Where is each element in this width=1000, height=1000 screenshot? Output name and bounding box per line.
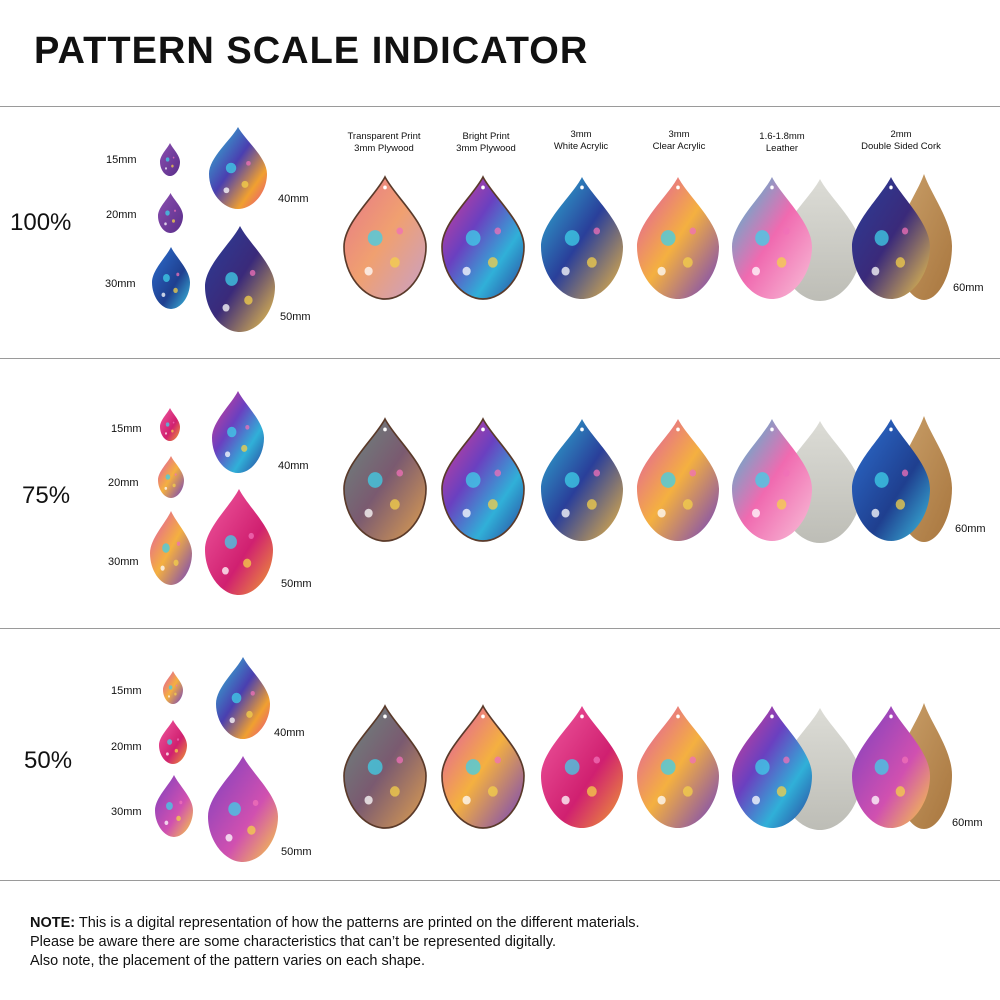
teardrop-material-2-0	[343, 704, 427, 829]
note-line-1: NOTE: This is a digital representation o…	[30, 914, 640, 933]
teardrop-sample-small-1-2	[150, 511, 192, 585]
teardrop-sample-large-1-1	[205, 489, 273, 595]
size-label-60mm: 60mm	[953, 282, 984, 294]
teardrop-material-1-5	[852, 419, 930, 541]
size-label-50mm: 50mm	[280, 311, 311, 323]
size-label-20mm: 20mm	[111, 741, 142, 753]
teardrop-sample-small-0-0	[160, 143, 180, 176]
size-label-60mm: 60mm	[955, 523, 986, 535]
teardrop-sample-large-0-1	[205, 226, 275, 332]
size-label-30mm: 30mm	[111, 806, 142, 818]
teardrop-sample-large-2-0	[216, 657, 270, 739]
material-label-leather: 1.6-1.8mm Leather	[759, 131, 805, 154]
scale-label: 50%	[24, 747, 73, 774]
scale-row-50: 50% 15mm 20mm 30mm 40mm 50mm 60mm	[0, 629, 1000, 879]
divider	[0, 106, 1000, 107]
scale-label: 100%	[10, 209, 72, 236]
teardrop-material-2-3	[637, 706, 719, 828]
note-line-2: Please be aware there are some character…	[30, 934, 557, 950]
size-label-40mm: 40mm	[278, 193, 309, 205]
teardrop-sample-large-0-0	[209, 127, 267, 209]
teardrop-material-0-0	[343, 175, 427, 300]
teardrop-material-1-1	[441, 417, 525, 542]
size-label-40mm: 40mm	[274, 727, 305, 739]
teardrop-material-1-3	[637, 419, 719, 541]
size-label-40mm: 40mm	[278, 460, 309, 472]
teardrop-material-1-2	[541, 419, 623, 541]
note-block: NOTE: This is a digital representation o…	[30, 914, 640, 971]
size-label-50mm: 50mm	[281, 846, 312, 858]
teardrop-material-0-3	[637, 177, 719, 299]
teardrop-material-2-5	[852, 706, 930, 828]
size-label-30mm: 30mm	[108, 556, 139, 568]
teardrop-material-2-4	[732, 706, 812, 828]
note-text-1: This is a digital representation of how …	[75, 915, 640, 931]
divider	[0, 880, 1000, 881]
scale-label: 75%	[22, 482, 71, 509]
size-label-15mm: 15mm	[106, 154, 137, 166]
size-label-60mm: 60mm	[952, 817, 983, 829]
teardrop-material-0-4	[732, 177, 812, 299]
teardrop-sample-small-2-0	[163, 671, 183, 704]
teardrop-sample-small-0-2	[152, 247, 190, 309]
teardrop-sample-small-1-0	[160, 408, 180, 441]
size-label-30mm: 30mm	[105, 278, 136, 290]
teardrop-sample-large-1-0	[212, 391, 264, 473]
material-label-white-acrylic: 3mm White Acrylic	[553, 129, 609, 152]
page-title: PATTERN SCALE INDICATOR	[34, 30, 589, 72]
teardrop-material-1-4	[732, 419, 812, 541]
size-label-15mm: 15mm	[111, 423, 142, 435]
teardrop-sample-small-1-1	[158, 456, 184, 498]
note-lead: NOTE:	[30, 915, 76, 931]
note-line-3: Also note, the placement of the pattern …	[30, 953, 425, 969]
teardrop-material-0-1	[441, 175, 525, 300]
scale-row-100: 100% 15mm 20mm 30mm 40mm 50mm 60mm	[0, 107, 1000, 357]
scale-row-75: 75% 15mm 20mm 30mm 40mm 50mm 60mm	[0, 359, 1000, 627]
size-label-15mm: 15mm	[111, 685, 142, 697]
material-label-cork: 2mm Double Sided Cork	[861, 129, 941, 152]
teardrop-material-0-2	[541, 177, 623, 299]
teardrop-material-2-1	[441, 704, 525, 829]
teardrop-material-1-0	[343, 417, 427, 542]
teardrop-material-2-2	[541, 706, 623, 828]
size-label-50mm: 50mm	[281, 578, 312, 590]
teardrop-material-0-5	[852, 177, 930, 299]
teardrop-sample-large-2-1	[208, 756, 278, 862]
material-label-bright-plywood: Bright Print 3mm Plywood	[456, 131, 516, 154]
teardrop-sample-small-2-1	[159, 720, 187, 764]
size-label-20mm: 20mm	[108, 477, 139, 489]
material-label-clear-acrylic: 3mm Clear Acrylic	[652, 129, 706, 152]
divider	[0, 358, 1000, 359]
size-label-20mm: 20mm	[106, 209, 137, 221]
teardrop-sample-small-0-1	[158, 193, 183, 233]
teardrop-sample-small-2-2	[155, 775, 193, 837]
material-label-transparent-plywood: Transparent Print 3mm Plywood	[347, 131, 421, 154]
divider	[0, 628, 1000, 629]
